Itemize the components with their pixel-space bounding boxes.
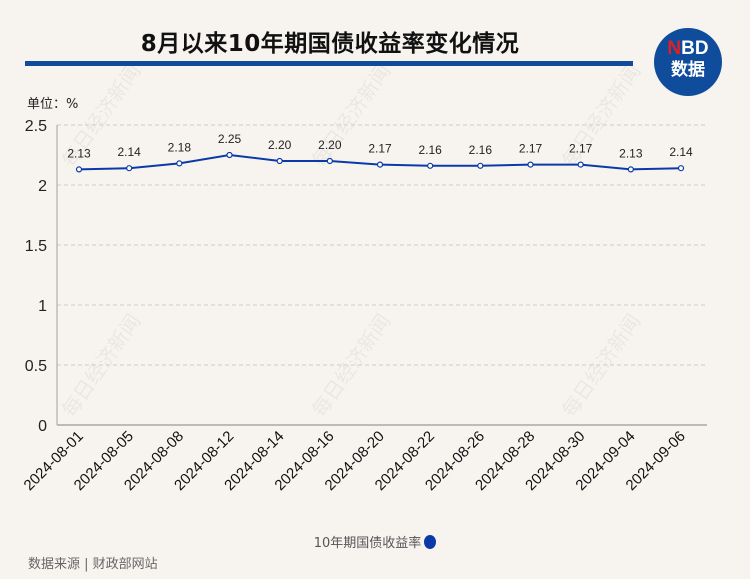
data-point [75, 166, 83, 173]
data-label: 2.13 [619, 146, 643, 160]
unit-label: 单位：% [27, 97, 79, 112]
y-tick-label: 0 [38, 418, 47, 435]
data-label: 2.17 [519, 142, 543, 156]
y-tick-label: 1 [38, 298, 47, 315]
data-point [326, 157, 333, 165]
y-tick-label: 2.5 [25, 118, 47, 135]
data-point [126, 165, 133, 172]
data-label: 2.20 [268, 138, 292, 152]
y-tick-label: 1.5 [25, 238, 47, 255]
y-tick-label: 2 [38, 178, 47, 195]
data-point [276, 157, 283, 165]
nbd-logo: NBD 数据 [654, 28, 722, 96]
data-point [226, 151, 233, 159]
data-label: 2.18 [168, 140, 192, 154]
data-point [176, 160, 183, 167]
data-point [627, 166, 634, 173]
data-point [376, 161, 384, 168]
data-label: 2.13 [67, 146, 91, 160]
data-label: 2.16 [469, 143, 493, 157]
data-point [577, 161, 584, 168]
data-point [527, 161, 534, 168]
title-underline [25, 61, 633, 66]
legend-label: 10年期国债收益率 [313, 536, 422, 551]
data-label: 2.14 [669, 145, 693, 159]
source-note: 数据来源 | 财政部网站 [28, 557, 158, 572]
data-label: 2.17 [368, 142, 392, 156]
legend: 10年期国债收益率 [0, 532, 750, 551]
y-tick-label: 0.5 [25, 358, 47, 375]
legend-marker [424, 535, 437, 549]
data-label: 2.20 [318, 138, 342, 152]
data-point [427, 162, 434, 169]
data-label: 2.17 [569, 142, 593, 156]
chart-title: 8月以来10年期国债收益率变化情况 [140, 31, 520, 57]
data-label: 2.14 [117, 145, 141, 159]
data-label: 2.25 [218, 132, 242, 146]
data-point [677, 165, 685, 172]
data-label: 2.16 [418, 143, 442, 157]
data-point [477, 162, 484, 169]
